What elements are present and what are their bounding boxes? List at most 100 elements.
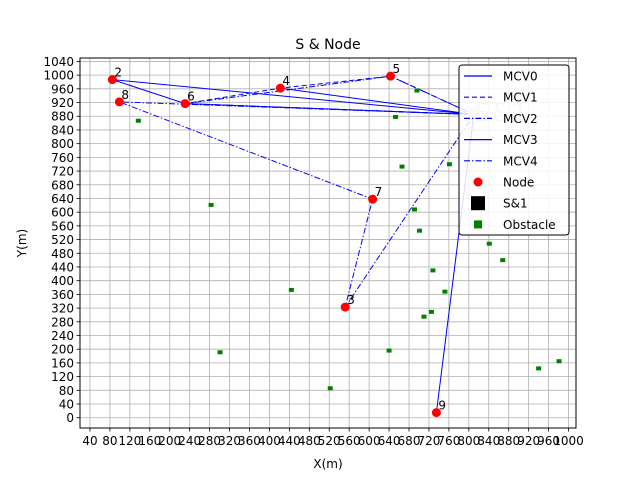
x-tick-label: 440 — [278, 434, 301, 448]
y-tick-label: 40 — [59, 398, 74, 412]
obstacle-marker — [217, 350, 223, 355]
node-9-label: 9 — [438, 399, 446, 413]
legend-entry-label: Obstacle — [503, 218, 556, 232]
legend-entry-label: MCV1 — [503, 91, 538, 105]
y-tick-label: 800 — [51, 137, 74, 151]
node-9-marker — [431, 408, 441, 418]
legend-box — [458, 64, 570, 236]
x-tick-label: 640 — [378, 434, 401, 448]
x-tick-label: 880 — [497, 434, 520, 448]
x-tick-label: 120 — [118, 434, 141, 448]
x-tick-label: 80 — [102, 434, 117, 448]
obstacle-marker — [386, 348, 392, 353]
x-tick-label: 520 — [318, 434, 341, 448]
obstacle-marker — [442, 289, 448, 294]
x-tick-label: 1000 — [553, 434, 584, 448]
y-tick-label: 640 — [51, 192, 74, 206]
x-axis-label: X(m) — [313, 457, 342, 471]
obstacle-marker — [416, 228, 422, 233]
x-tick-label: 40 — [82, 434, 97, 448]
node-4-label: 4 — [282, 74, 290, 88]
node-4-marker — [275, 83, 285, 93]
y-tick-label: 1040 — [43, 55, 74, 69]
x-tick-label: 280 — [198, 434, 221, 448]
x-tick-label: 760 — [437, 434, 460, 448]
y-tick-label: 600 — [51, 206, 74, 220]
node-layer: 2 4 5 6 7 8 3 9 — [107, 62, 446, 418]
legend-obstacle-swatch — [474, 220, 482, 229]
x-tick-label: 160 — [138, 434, 161, 448]
y-tick-label: 400 — [51, 274, 74, 288]
legend-entry-label: MCV3 — [503, 133, 538, 147]
legend-entry-label: MCV2 — [503, 112, 538, 126]
legend: MCV0 MCV1 MCV2 MCV3 MCV4 Node S&1 Obstacle — [458, 64, 570, 236]
obstacle-marker — [414, 88, 420, 93]
node-5-label: 5 — [393, 62, 401, 76]
node-8-label: 8 — [121, 88, 129, 102]
y-tick-label: 760 — [51, 151, 74, 165]
legend-node-swatch — [473, 177, 483, 187]
node-6-label: 6 — [187, 90, 195, 104]
obstacle-marker — [421, 314, 427, 319]
obstacle-marker — [446, 162, 452, 167]
x-tick-label: 480 — [298, 434, 321, 448]
y-tick-label: 320 — [51, 302, 74, 316]
x-tick-label: 360 — [238, 434, 261, 448]
y-tick-label: 80 — [59, 384, 74, 398]
obstacle-marker — [135, 118, 141, 123]
y-tick-label: 360 — [51, 288, 74, 302]
axes-frame — [79, 57, 577, 429]
y-tick-label: 440 — [51, 260, 74, 274]
legend-entry-label: MCV0 — [503, 70, 538, 84]
node-2-label: 2 — [114, 66, 122, 80]
node-8-marker — [114, 97, 124, 107]
x-tick-label: 560 — [338, 434, 361, 448]
legend-entry-label: Node — [503, 176, 534, 190]
node-5-marker — [386, 71, 396, 81]
node-3-marker — [340, 302, 350, 312]
node-2-marker — [107, 75, 117, 85]
y-tick-label: 880 — [51, 110, 74, 124]
x-tick-label: 600 — [358, 434, 381, 448]
x-tick-label: 840 — [477, 434, 500, 448]
x-tick-label: 680 — [398, 434, 421, 448]
y-tick-label: 520 — [51, 233, 74, 247]
obstacle-marker — [327, 386, 333, 391]
x-tick-label: 320 — [218, 434, 241, 448]
obstacle-marker — [411, 207, 417, 212]
y-tick-label: 240 — [51, 329, 74, 343]
obstacle-marker — [486, 241, 492, 246]
x-tick-label: 240 — [178, 434, 201, 448]
node-7-marker — [368, 194, 378, 204]
legend-entry-label: MCV4 — [503, 154, 538, 168]
y-tick-label: 1000 — [43, 69, 74, 83]
y-tick-label: 480 — [51, 247, 74, 261]
x-tick-label: 960 — [537, 434, 560, 448]
y-tick-label: 560 — [51, 219, 74, 233]
y-tick-label: 840 — [51, 123, 74, 137]
y-tick-label: 720 — [51, 165, 74, 179]
node-3-label: 3 — [347, 293, 355, 307]
obstacle-marker — [428, 309, 434, 314]
obstacle-marker — [556, 359, 562, 364]
x-tick-label: 720 — [417, 434, 440, 448]
y-tick-label: 200 — [51, 343, 74, 357]
node-6-marker — [180, 99, 190, 109]
legend-entry-label: S&1 — [503, 197, 528, 211]
obstacle-layer — [135, 88, 562, 391]
chart-title: S & Node — [295, 37, 360, 53]
x-tick-label: 400 — [258, 434, 281, 448]
x-tick-label: 800 — [457, 434, 480, 448]
tick-layer: 40 80 120160200240280320360400440480520560… — [43, 55, 583, 448]
node-7-label: 7 — [375, 185, 383, 199]
x-tick-label: 920 — [517, 434, 540, 448]
y-tick-label: 120 — [51, 370, 74, 384]
y-tick-label: 680 — [51, 178, 74, 192]
obstacle-marker — [536, 366, 542, 371]
obstacle-marker — [393, 114, 399, 119]
obstacle-marker — [430, 268, 436, 273]
y-axis-label: Y(m) — [15, 229, 29, 258]
obstacle-marker — [208, 202, 214, 207]
obstacle-marker — [500, 258, 506, 263]
